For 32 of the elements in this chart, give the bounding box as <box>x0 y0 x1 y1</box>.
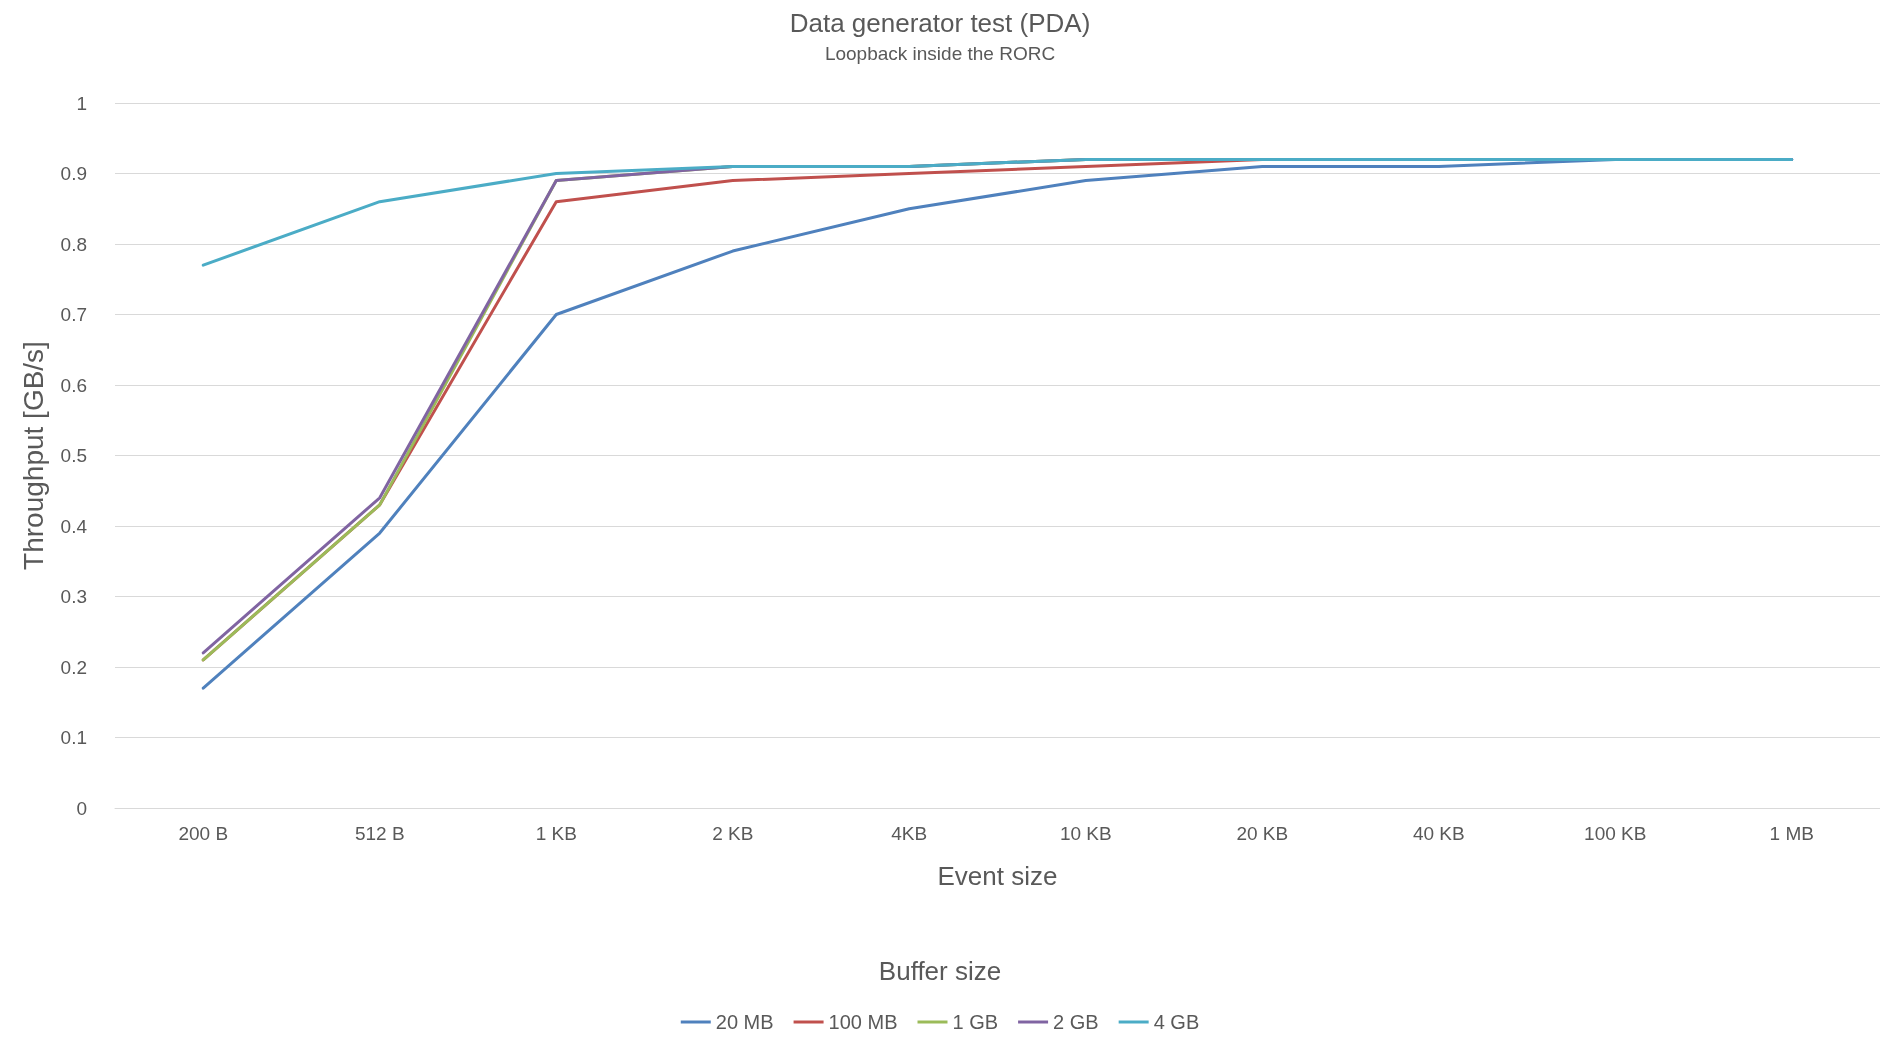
x-tick-label: 4KB <box>891 823 928 844</box>
y-tick-label: 0.5 <box>60 445 87 466</box>
x-tick-label: 1 KB <box>535 823 577 844</box>
legend-label: 1 GB <box>952 1011 999 1033</box>
legend-label: 20 MB <box>715 1011 774 1033</box>
line-series <box>201 157 1794 267</box>
legend-label: 100 MB <box>828 1011 898 1033</box>
legend-title: Buffer size <box>878 956 1002 986</box>
x-tick-label: 1 MB <box>1769 823 1814 844</box>
x-tick-label: 2 KB <box>712 823 754 844</box>
y-tick-label: 0 <box>76 797 87 819</box>
y-tick-label: 0.8 <box>60 233 87 255</box>
chart-title: Data generator test (PDA) <box>789 8 1091 38</box>
y-tick-label: 0.7 <box>60 304 87 325</box>
legend-label: 4 GB <box>1153 1011 1200 1033</box>
legend-label: 2 GB <box>1053 1011 1099 1033</box>
y-tick-label: 0.4 <box>60 515 88 537</box>
x-tick-label: 40 KB <box>1412 823 1465 844</box>
y-tick-label: 0.6 <box>60 374 87 396</box>
y-tick-label: 0.2 <box>60 656 87 678</box>
y-tick-label: 0.9 <box>60 163 87 184</box>
x-tick-label: 10 KB <box>1059 823 1112 844</box>
chart-subtitle: Loopback inside the RORC <box>824 43 1056 64</box>
y-axis-title: Throughput [GB/s] <box>17 341 49 570</box>
x-tick-label: 100 KB <box>1584 823 1647 844</box>
y-tick-label: 0.3 <box>60 586 87 607</box>
y-tick-label: 1 <box>76 92 87 114</box>
x-tick-label: 200 B <box>178 823 229 844</box>
x-tick-label: 20 KB <box>1236 823 1289 844</box>
x-axis-title: Event size <box>937 861 1058 891</box>
x-tick-label: 512 B <box>354 823 405 844</box>
y-tick-label: 0.1 <box>60 727 87 748</box>
